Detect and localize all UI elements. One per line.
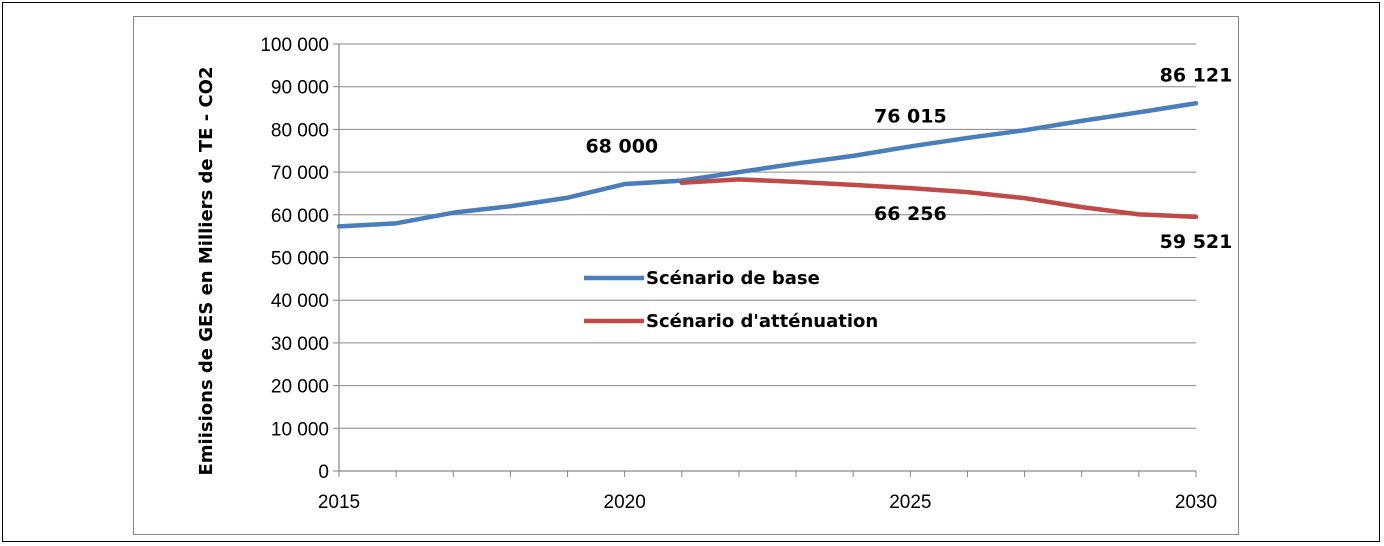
y-tick-label: 30 000	[271, 334, 329, 355]
series-line-2	[679, 177, 1199, 220]
x-tick-label: 2015	[318, 492, 360, 513]
y-tick-label: 90 000	[271, 78, 329, 99]
x-tick-label: 2025	[889, 492, 931, 513]
x-tick-label: 2030	[1175, 492, 1217, 513]
legend-label: Scénario d'atténuation	[646, 311, 878, 332]
data-labels: 68 000 76 015 86 121 66 256 59 521	[585, 64, 1232, 253]
data-label: 86 121	[1160, 64, 1233, 86]
y-tick-label: 20 000	[271, 377, 329, 398]
axes: 0 10 000 20 000 30 000 40 000 50 000 60 000 70 …	[260, 35, 1217, 513]
x-tick-label: 2020	[604, 492, 646, 513]
chart-area	[133, 16, 1239, 535]
legend-label: Scénario de base	[646, 268, 820, 289]
y-axis-title: Emiisions de GES en Milliers de TE - CO2	[196, 66, 217, 475]
y-tick-label: 60 000	[271, 206, 329, 227]
y-tick-label: 70 000	[271, 163, 329, 184]
series-lines	[336, 101, 1199, 229]
y-tick-label: 10 000	[271, 419, 329, 440]
y-tick-label: 80 000	[271, 120, 329, 141]
y-tick-label: 50 000	[271, 249, 329, 270]
y-tick-label: 0	[318, 462, 329, 483]
data-label: 68 000	[585, 136, 658, 158]
legend: Scénario de base Scénario d'atténuation	[584, 268, 878, 332]
data-label: 76 015	[874, 105, 947, 127]
y-tick-label: 100 000	[260, 35, 329, 56]
grid-lines	[339, 43, 1196, 429]
series-line-1	[336, 101, 1199, 229]
y-tick-label: 40 000	[271, 291, 329, 312]
data-label: 66 256	[874, 203, 947, 225]
data-label: 59 521	[1160, 231, 1233, 253]
